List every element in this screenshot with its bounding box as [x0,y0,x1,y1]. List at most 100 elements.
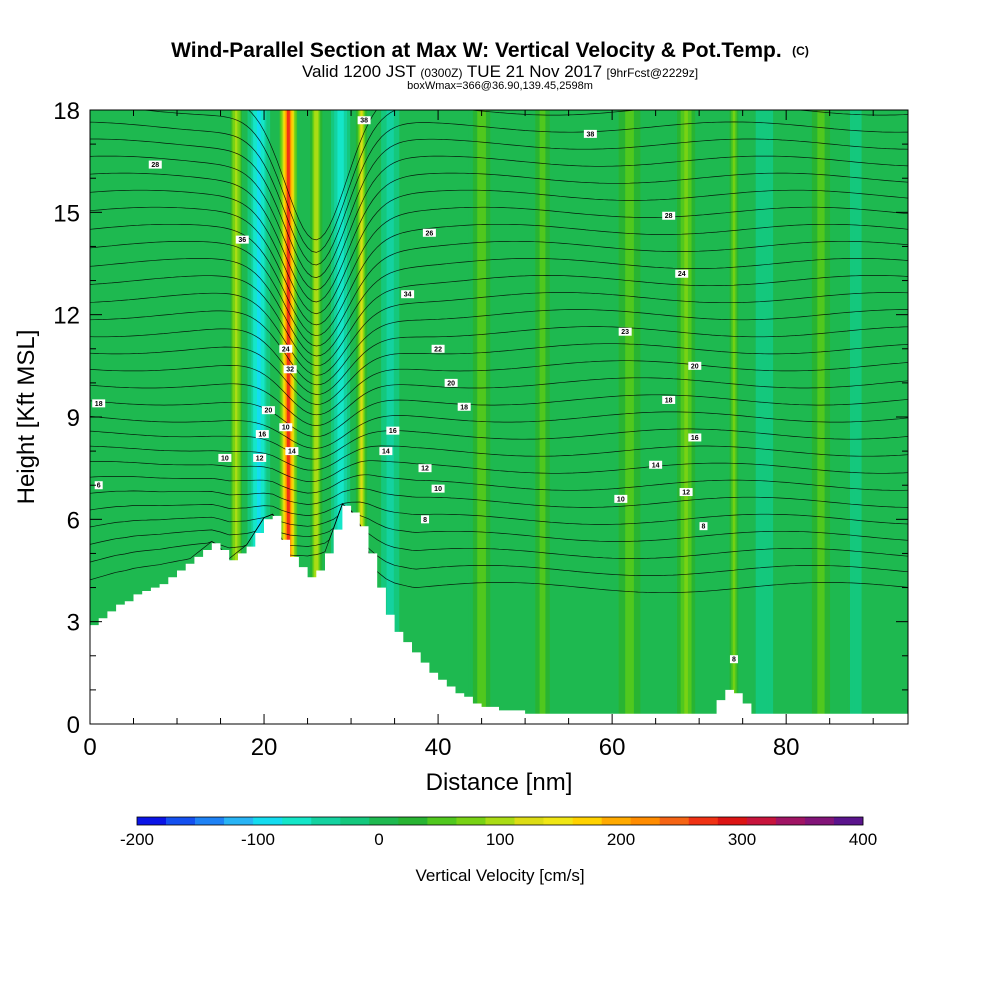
y-tick-label: 3 [67,610,80,637]
contour-label: 20 [444,378,458,387]
contour-label-text: 28 [665,213,673,220]
colorbar-swatch [514,817,544,825]
theta-contour-line [90,460,908,482]
contour-label: 10 [431,484,445,493]
colorbar-swatch [398,817,428,825]
contour-label-text: 18 [460,404,468,411]
colorbar-tick-label: -200 [120,830,154,849]
contour-label: 28 [148,160,162,169]
contour-label-bg [148,160,162,169]
contour-label-bg [261,406,275,415]
chart-title: Wind-Parallel Section at Max W: Vertical… [171,39,809,62]
y-tick-label: 0 [67,712,80,739]
contour-label-bg [94,481,103,490]
theta-contour-line [90,155,908,291]
contour-label-bg [279,423,293,432]
contour-label-bg [618,327,632,336]
velocity-band [616,110,643,724]
colorbar-swatch [717,817,748,825]
contour-label-bg [431,344,445,353]
theta-contour-line [90,377,908,426]
colorbar-frame [136,816,864,826]
contour-label: 16 [688,433,702,442]
contour-label-text: 38 [586,131,594,138]
colorbar-swatch [311,817,341,825]
contour-label: 8 [421,515,430,524]
colorbar-tick-label: 100 [486,830,514,849]
colorbar-swatch [166,817,196,825]
contour-label-bg [688,433,702,442]
contour-label-bg [699,522,708,531]
contour-label-bg [688,361,702,370]
theta-contour-line [90,309,908,386]
contour-label-bg [649,460,663,469]
terrain-mask [90,505,908,724]
contour-label-bg [283,365,297,374]
theta-contour-line [90,474,908,494]
theta-contour-line [90,503,908,542]
theta-contour-line [90,411,908,449]
contour-label-text: 8 [423,517,427,524]
contour-label-text: 10 [221,455,229,462]
contour-label-text: 12 [682,490,690,497]
contour-label-text: 20 [691,363,699,370]
contour-label: 12 [418,464,432,473]
contour-label: 38 [583,129,597,138]
colorbar-swatch [775,817,806,825]
contour-label-bg [675,269,689,278]
colorbar-tick-label: 200 [607,830,635,849]
contour-label-bg [255,430,269,439]
theta-contour-line [90,445,908,471]
colorbar-swatch [253,817,283,825]
y-tick-label: 12 [53,303,80,330]
theta-contour-line [90,326,908,395]
colorbar-tick-label: 300 [728,830,756,849]
contour-label: 10 [279,423,293,432]
velocity-band-segment [541,110,544,724]
colorbar-tick-label: -100 [241,830,275,849]
contour-label-text: 6 [97,483,101,490]
contour-label-bg [379,447,393,456]
x-axis-tick-labels: 0 20 40 60 80 [83,734,799,761]
theta-contour-line [90,394,908,438]
colorbar-swatch [601,817,631,825]
contour-label-text: 10 [282,425,290,432]
contour-label: 12 [253,453,267,462]
contour-label: 10 [614,494,628,503]
theta-contour-line [90,292,908,376]
y-tick-label: 6 [67,507,80,534]
x-axis-label: Distance [nm] [426,769,573,796]
contour-label: 14 [285,447,299,456]
plot-area: 6 18 28 36 10 12 16 20 10 14 24 32 38 16 14 34 26 12 10 8 22… [90,110,908,724]
contour-label-bg [279,344,293,353]
contour-label-bg [662,211,676,220]
theta-contour-line [90,121,908,266]
contour-label-text: 20 [264,408,272,415]
velocity-band-segment [339,110,343,724]
contour-label-text: 32 [286,367,294,374]
contour-label-bg [679,488,693,497]
theta-contour-line [90,138,908,278]
contour-label: 34 [401,290,415,299]
contour-label-text: 23 [621,329,629,336]
contour-label: 32 [283,365,297,374]
colorbar [136,816,864,826]
y-tick-label: 18 [53,98,80,125]
contour-label: 24 [675,269,689,278]
colorbar-title: Vertical Velocity [cm/s] [415,866,584,885]
y-axis-tick-labels: 0 3 6 9 12 15 18 [53,98,80,739]
velocity-band-segment [286,110,290,724]
contour-label: 6 [94,481,103,490]
colorbar-swatch [282,817,312,825]
contour-label-text: 10 [434,486,442,493]
chart-box-info: boxWmax=366@36.90,139.45,2598m [407,80,593,92]
contour-label-bg [357,116,371,125]
contour-label: 38 [357,116,371,125]
contour-label: 18 [457,402,471,411]
contour-label-text: 16 [389,428,397,435]
theta-contour-line [90,223,908,337]
velocity-band [533,110,552,724]
contour-label-text: 16 [258,432,266,439]
colorbar-swatch [340,817,370,825]
contour-label-bg [662,395,676,404]
